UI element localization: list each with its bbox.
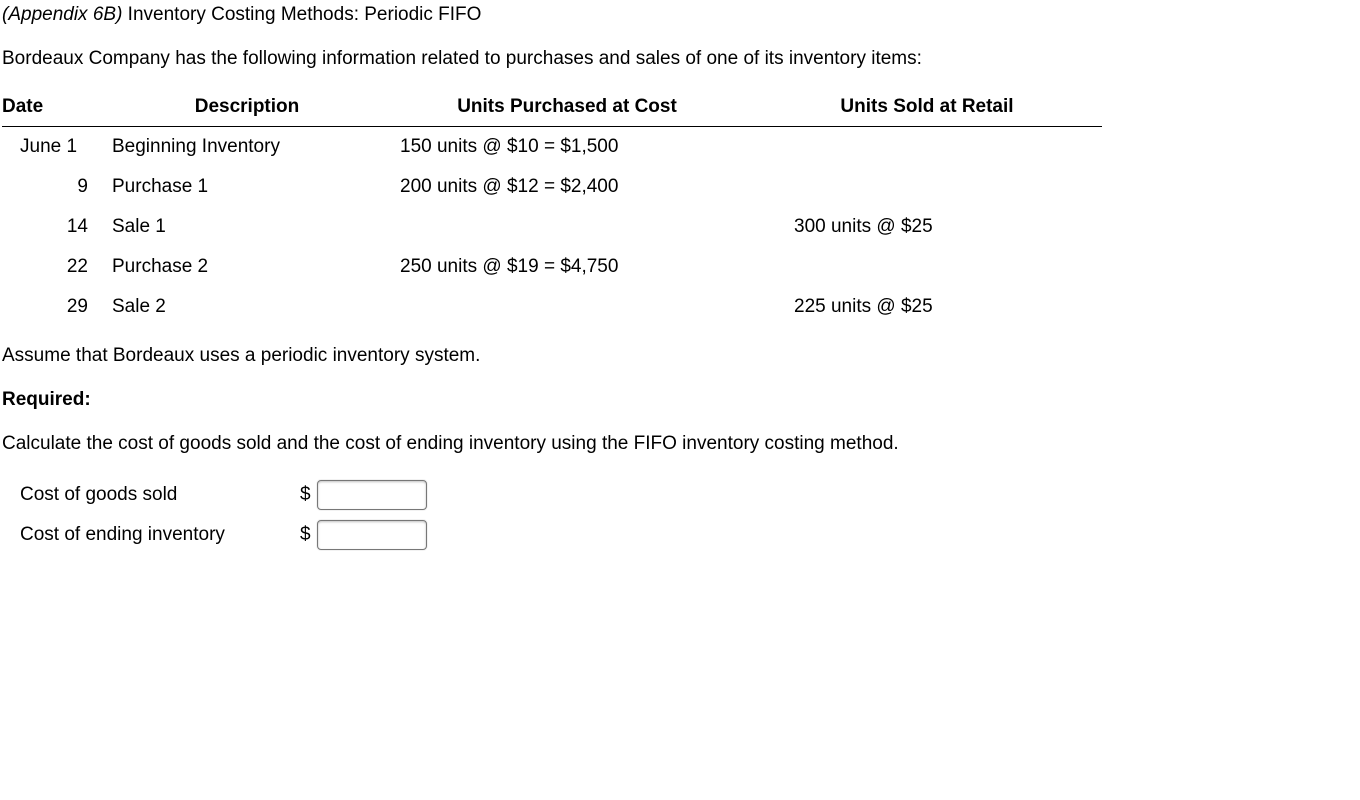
assumption-text: Assume that Bordeaux uses a periodic inv… [2,345,1358,367]
intro-text: Bordeaux Company has the following infor… [2,48,1358,70]
inventory-table: Date Description Units Purchased at Cost… [2,90,1102,327]
appendix-label: (Appendix 6B) [2,4,122,25]
ending-input[interactable] [317,520,427,550]
table-row: 14Sale 1 300 units @ $25 [2,207,1102,247]
table-row: June 1Beginning Inventory150 units @ $10… [2,127,1102,168]
ending-label: Cost of ending inventory [14,515,294,555]
cell-sold [752,167,1102,207]
table-row: 29Sale 2 225 units @ $25 [2,287,1102,327]
cogs-label: Cost of goods sold [14,475,294,515]
cell-sold: 225 units @ $25 [752,287,1102,327]
col-date: Date [2,90,112,127]
cell-description: Purchase 2 [112,247,382,287]
col-sold: Units Sold at Retail [752,90,1102,127]
cell-purchased: 250 units @ $19 = $4,750 [382,247,752,287]
cogs-input[interactable] [317,480,427,510]
title-text: Inventory Costing Methods: Periodic FIFO [122,4,481,25]
table-header-row: Date Description Units Purchased at Cost… [2,90,1102,127]
cell-date: 29 [2,287,112,327]
page-title: (Appendix 6B) Inventory Costing Methods:… [2,4,1358,26]
cell-date: 14 [2,207,112,247]
col-description: Description [112,90,382,127]
answers-table: Cost of goods sold $ Cost of ending inve… [14,475,433,555]
col-purchased: Units Purchased at Cost [382,90,752,127]
cell-date: June 1 [2,127,112,168]
cell-sold: 300 units @ $25 [752,207,1102,247]
currency-symbol: $ [294,515,311,555]
cell-purchased: 200 units @ $12 = $2,400 [382,167,752,207]
cell-date: 9 [2,167,112,207]
table-row: 9Purchase 1200 units @ $12 = $2,400 [2,167,1102,207]
cogs-input-cell [311,475,433,515]
cell-description: Sale 2 [112,287,382,327]
answer-row-cogs: Cost of goods sold $ [14,475,433,515]
cell-description: Sale 1 [112,207,382,247]
cell-sold [752,127,1102,168]
currency-symbol: $ [294,475,311,515]
cell-description: Purchase 1 [112,167,382,207]
cell-sold [752,247,1102,287]
cell-purchased [382,207,752,247]
cell-date: 22 [2,247,112,287]
cell-purchased: 150 units @ $10 = $1,500 [382,127,752,168]
table-row: 22Purchase 2250 units @ $19 = $4,750 [2,247,1102,287]
required-label: Required: [2,389,1358,411]
cell-purchased [382,287,752,327]
answer-row-ending: Cost of ending inventory $ [14,515,433,555]
required-text: Calculate the cost of goods sold and the… [2,433,1358,455]
ending-input-cell [311,515,433,555]
cell-description: Beginning Inventory [112,127,382,168]
